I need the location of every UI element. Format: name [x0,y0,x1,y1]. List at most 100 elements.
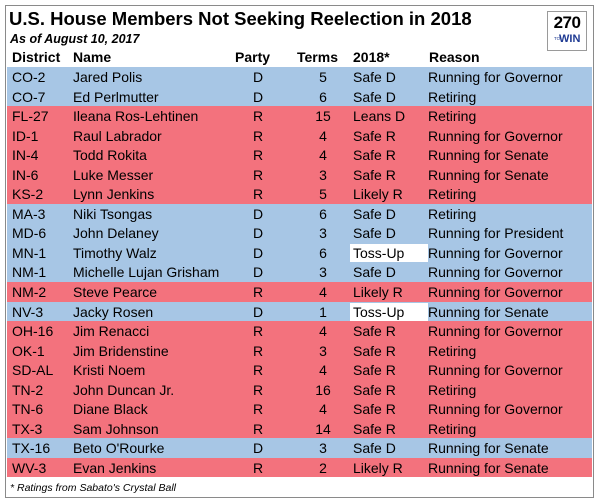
cell-reason: Running for Governor [428,401,563,418]
cell-terms: 4 [319,284,327,301]
table-row: KS-2 Lynn Jenkins R 5 Likely R Retiring [7,184,592,204]
logo-270towin[interactable]: 270 TO WIN [547,11,587,51]
header-terms: Terms [297,49,338,65]
cell-terms: 4 [319,401,327,418]
cell-rating: Safe D [353,225,396,242]
cell-name: Todd Rokita [73,147,147,164]
cell-district: MA-3 [12,205,46,222]
header-name: Name [73,49,112,65]
page-title: U.S. House Members Not Seeking Reelectio… [9,8,472,29]
cell-party: R [252,323,264,340]
cell-terms: 3 [319,264,327,281]
cell-district: KS-2 [12,186,44,203]
cell-reason: Running for Senate [428,303,549,320]
cell-party: R [252,342,264,359]
cell-district: TX-3 [12,420,43,437]
cell-reason: Running for Governor [428,244,563,261]
cell-name: Diane Black [73,401,148,418]
cell-terms: 5 [319,69,327,85]
cell-district: TN-2 [12,381,44,398]
cell-party: R [252,362,264,379]
cell-name: Sam Johnson [73,420,159,437]
logo-number: 270 [553,13,581,32]
cell-reason: Running for Governor [428,69,563,85]
table-row: TX-3 Sam Johnson R 14 Safe R Retiring [7,418,592,439]
logo-win: WIN [559,33,581,45]
cell-party: R [252,108,264,125]
cell-party: D [252,264,264,281]
cell-reason: Running for Senate [428,147,549,164]
cell-district: FL-27 [12,108,49,125]
cell-district: CO-7 [12,88,46,105]
members-table-body: CO-2 Jared Polis D 5 Safe D Running for Gover… [7,67,592,478]
cell-party: R [252,401,264,418]
logo-to: TO [554,36,561,41]
cell-party: R [252,186,264,203]
cell-reason: Running for Governor [428,264,563,281]
cell-district: IN-6 [12,166,39,183]
cell-reason: Running for Senate [428,440,549,457]
header-district: District [12,49,61,65]
cell-rating: Safe R [353,362,396,379]
cell-name: Raul Labrador [73,127,162,144]
cell-terms: 3 [319,342,327,359]
cell-terms: 5 [319,186,327,203]
table-row: NM-2 Steve Pearce R 4 Likely R Running for Go… [7,282,592,302]
cell-rating: Safe D [353,440,396,457]
table-row: FL-27 Ileana Ros-Lehtinen R 15 Leans D Retiri… [7,106,592,126]
table-row: TN-2 John Duncan Jr. R 16 Safe R Retiring [7,379,592,400]
cell-reason: Running for Senate [428,166,549,183]
cell-district: MD-6 [12,225,47,242]
cell-district: SD-AL [12,362,54,379]
cell-reason: Retiring [428,108,477,125]
cell-name: John Delaney [73,225,159,242]
cell-reason: Running for Governor [428,127,563,144]
cell-name: Ed Perlmutter [73,88,159,105]
cell-reason: Retiring [428,205,477,222]
cell-name: Timothy Walz [73,244,157,261]
cell-terms: 3 [319,225,327,242]
table-row: WV-3 Evan Jenkins R 2 Likely R Running for Se… [7,457,592,478]
cell-rating: Safe R [353,420,396,437]
cell-rating: Safe D [353,69,396,85]
cell-rating: Safe R [353,166,396,183]
cell-reason: Running for Governor [428,323,563,340]
cell-name: Jim Renacci [73,323,150,340]
cell-terms: 4 [319,323,327,340]
cell-party: D [252,205,264,222]
cell-rating: Safe D [353,264,396,281]
cell-reason: Running for President [428,225,564,242]
header-reason: Reason [429,49,480,65]
cell-district: WV-3 [12,459,47,476]
cell-terms: 15 [315,108,331,125]
cell-rating: Safe R [353,127,396,144]
cell-name: Jim Bridenstine [73,342,169,359]
cell-name: Niki Tsongas [73,205,153,222]
cell-district: ID-1 [12,127,39,144]
cell-rating: Safe R [353,401,396,418]
cell-terms: 3 [319,166,327,183]
cell-terms: 16 [315,381,331,398]
cell-party: R [252,147,264,164]
cell-terms: 2 [319,459,327,476]
cell-party: D [252,225,264,242]
cell-district: CO-2 [12,69,46,85]
cell-party: D [252,244,264,261]
table-row: CO-7 Ed Perlmutter D 6 Safe D Retiring [7,86,592,107]
cell-rating: Safe D [353,205,396,222]
cell-terms: 6 [319,205,327,222]
cell-party: D [252,303,264,320]
cell-rating: Safe R [353,323,396,340]
table-row: SD-AL Kristi Noem R 4 Safe R Running for Gove… [7,360,592,380]
cell-name: Jared Polis [73,69,143,85]
table-row: OK-1 Jim Bridenstine R 3 Safe R Retiring [7,340,592,361]
cell-party: R [252,166,264,183]
cell-name: Evan Jenkins [73,459,157,476]
header-party: Party [235,49,271,65]
cell-name: John Duncan Jr. [73,381,175,398]
cell-name: Kristi Noem [73,362,146,379]
cell-rating: Likely R [353,459,403,476]
cell-reason: Running for Senate [428,459,549,476]
cell-terms: 4 [319,127,327,144]
cell-district: MN-1 [12,244,47,261]
